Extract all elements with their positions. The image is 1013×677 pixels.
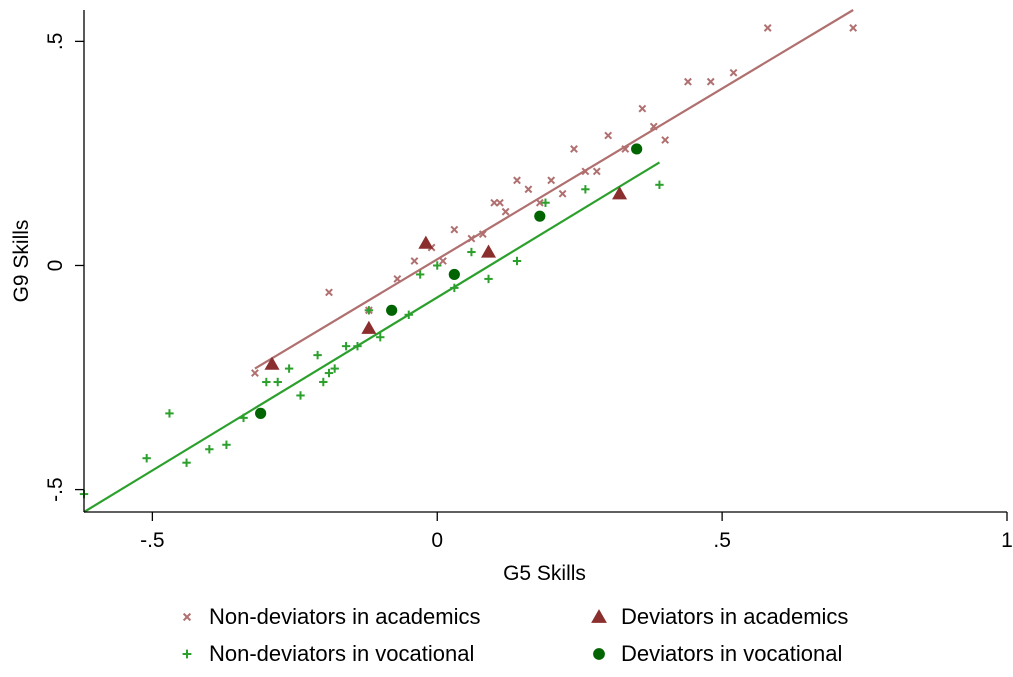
legend-item: Non-deviators in vocational (182, 641, 474, 666)
data-point (547, 176, 556, 185)
data-point (684, 77, 692, 86)
data-point (467, 234, 476, 243)
fit-line-vocational (83, 161, 661, 513)
data-point (478, 230, 487, 239)
data-points (79, 24, 858, 499)
data-point (324, 368, 334, 378)
data-point (484, 274, 493, 284)
y-tick-label: -.5 (44, 477, 67, 502)
y-tick-label: 0 (44, 260, 67, 272)
data-point (621, 145, 630, 153)
legend: Non-deviators in academics Deviators in a… (182, 604, 848, 666)
legend-label: Non-deviators in vocational (209, 641, 474, 666)
data-point (490, 198, 499, 207)
data-point (341, 341, 351, 351)
legend-label: Deviators in academics (621, 604, 848, 629)
data-point (353, 341, 362, 351)
data-point (763, 24, 772, 32)
data-point (142, 454, 151, 463)
data-point (849, 24, 858, 32)
data-point (165, 409, 174, 418)
data-point (262, 377, 271, 387)
data-point (364, 306, 374, 315)
data-point (205, 445, 214, 454)
legend-item: Deviators in vocational (593, 641, 842, 666)
data-point (655, 180, 664, 190)
legend-item: Non-deviators in academics (182, 604, 480, 629)
data-point (393, 275, 402, 283)
data-point (513, 176, 521, 185)
data-point (535, 198, 544, 207)
data-point (264, 356, 280, 370)
data-point (450, 283, 459, 293)
data-point (729, 68, 738, 77)
data-point (330, 364, 339, 373)
data-point (661, 136, 670, 144)
x-tick-label: 0 (431, 529, 443, 552)
y-axis-ticks: -.5 0 .5 (44, 33, 84, 502)
legend-marker (182, 612, 192, 622)
data-point (631, 143, 643, 155)
data-point (410, 257, 419, 265)
data-point (512, 256, 522, 266)
data-point (496, 198, 504, 207)
data-point (612, 186, 628, 200)
data-point (418, 235, 434, 249)
y-axis-title: G9 Skills (10, 220, 33, 303)
data-point (649, 122, 658, 131)
data-point (255, 407, 267, 419)
x-axis-title: G5 Skills (503, 562, 586, 585)
data-point (433, 261, 442, 270)
fit-lines (83, 9, 854, 513)
data-point (439, 257, 447, 265)
legend-label: Non-deviators in academics (209, 604, 480, 629)
data-point (296, 391, 305, 400)
data-point (581, 167, 590, 176)
data-point (273, 377, 282, 387)
y-tick-label: .5 (44, 33, 67, 51)
data-point (448, 268, 460, 281)
data-point (481, 244, 497, 258)
data-point (284, 364, 294, 373)
legend-marker (593, 648, 605, 660)
data-point (534, 210, 546, 222)
data-point (222, 440, 231, 449)
data-point (581, 185, 590, 194)
x-tick-label: .5 (713, 529, 731, 552)
data-point (319, 377, 328, 387)
data-point (376, 332, 385, 342)
data-point (541, 198, 550, 207)
axes (83, 10, 1007, 513)
data-point (706, 77, 715, 86)
data-point (592, 167, 601, 176)
data-point (386, 304, 398, 316)
data-point (501, 207, 510, 216)
data-point (415, 270, 425, 279)
legend-item: Deviators in academics (591, 604, 848, 629)
data-point (570, 145, 578, 153)
x-axis-ticks: -.5 0 .5 1 (140, 512, 1013, 552)
data-point (182, 458, 191, 467)
data-point (604, 131, 613, 140)
data-point (558, 189, 567, 198)
data-point (404, 310, 413, 319)
legend-marker (182, 649, 192, 659)
data-point (251, 369, 259, 377)
data-point (638, 104, 647, 113)
fit-line-academics (254, 9, 854, 370)
x-tick-label: 1 (1001, 529, 1013, 552)
data-point (361, 320, 377, 334)
data-point (467, 247, 476, 257)
data-point (325, 288, 333, 297)
legend-label: Deviators in vocational (621, 641, 842, 666)
legend-marker (591, 609, 607, 623)
x-tick-label: -.5 (140, 529, 165, 552)
data-point (239, 413, 248, 423)
data-point (450, 225, 459, 234)
data-point (524, 185, 533, 194)
data-point (313, 350, 322, 360)
